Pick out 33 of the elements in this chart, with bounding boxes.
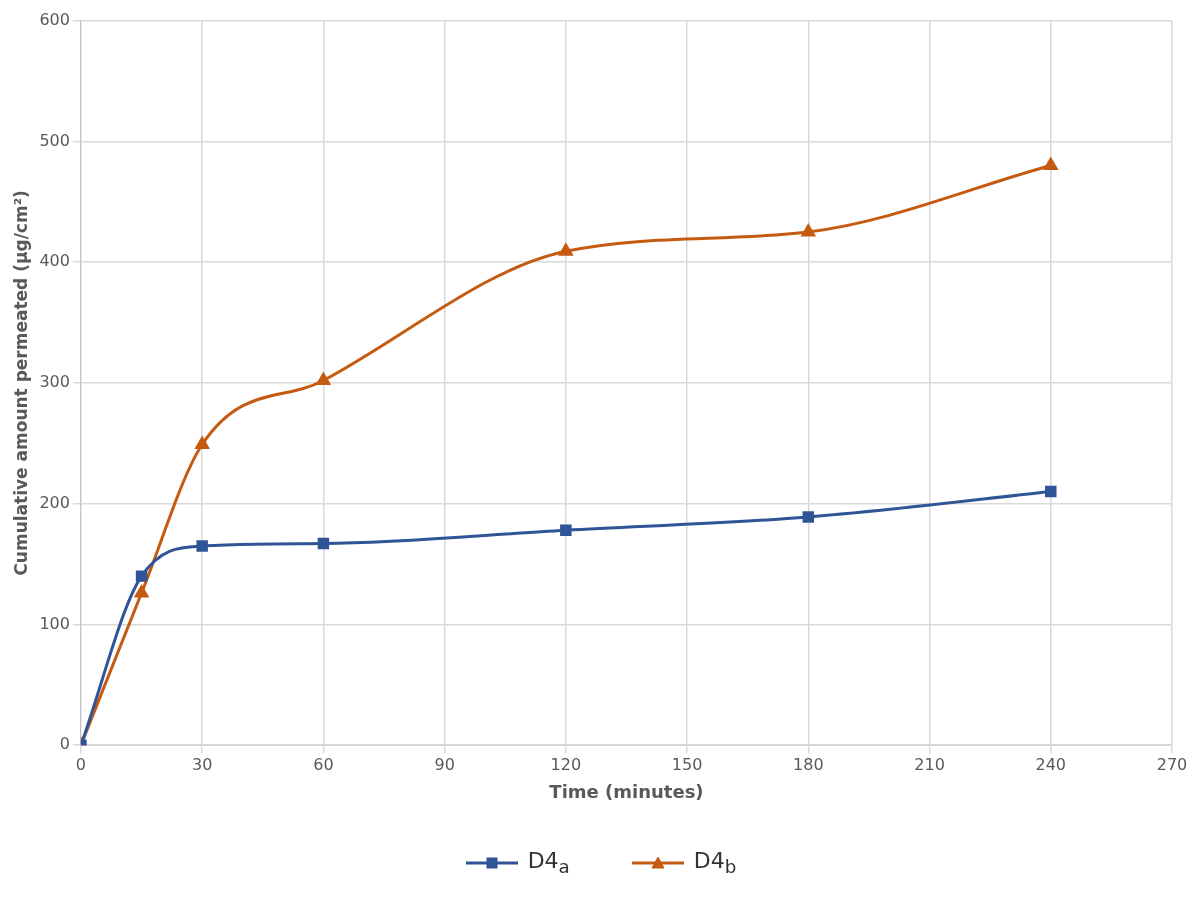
x-tick-label: 210 — [914, 754, 945, 774]
point — [802, 511, 815, 523]
x-tick-label: 60 — [313, 754, 334, 774]
y-tick-label: 100 — [39, 613, 70, 633]
point — [560, 524, 572, 536]
x-tick-label: 90 — [434, 754, 455, 774]
point — [801, 224, 816, 237]
y-tick-label: 500 — [39, 130, 70, 150]
point — [316, 372, 331, 385]
y-tick-label: 0 — [59, 734, 70, 754]
x-tick-label: 180 — [793, 754, 824, 774]
point — [1044, 158, 1058, 171]
legend-label: D4$_{b}$ — [693, 848, 737, 878]
x-tick-label: 150 — [671, 754, 703, 774]
y-axis-title: Cumulative amount permeated (µg/cm²) — [10, 190, 31, 576]
y-tick-label: 300 — [39, 372, 70, 392]
x-tick-label: 30 — [191, 754, 213, 774]
legend-label: D4$_{a}$ — [527, 848, 570, 878]
point — [317, 537, 330, 550]
point — [559, 243, 573, 256]
point — [196, 540, 208, 552]
point — [1045, 485, 1057, 498]
point — [135, 570, 148, 582]
x-axis-title: Time (minutes) — [549, 780, 704, 802]
y-tick-label: 600 — [39, 9, 70, 29]
x-tick-label: 270 — [1156, 754, 1188, 774]
x-tick-label: 120 — [550, 754, 582, 774]
y-tick-label: 400 — [39, 251, 70, 271]
point — [134, 585, 149, 598]
x-tick-label: 240 — [1035, 754, 1067, 774]
point — [195, 436, 209, 449]
x-tick-label: 0 — [75, 754, 87, 774]
y-tick-label: 200 — [39, 492, 70, 512]
